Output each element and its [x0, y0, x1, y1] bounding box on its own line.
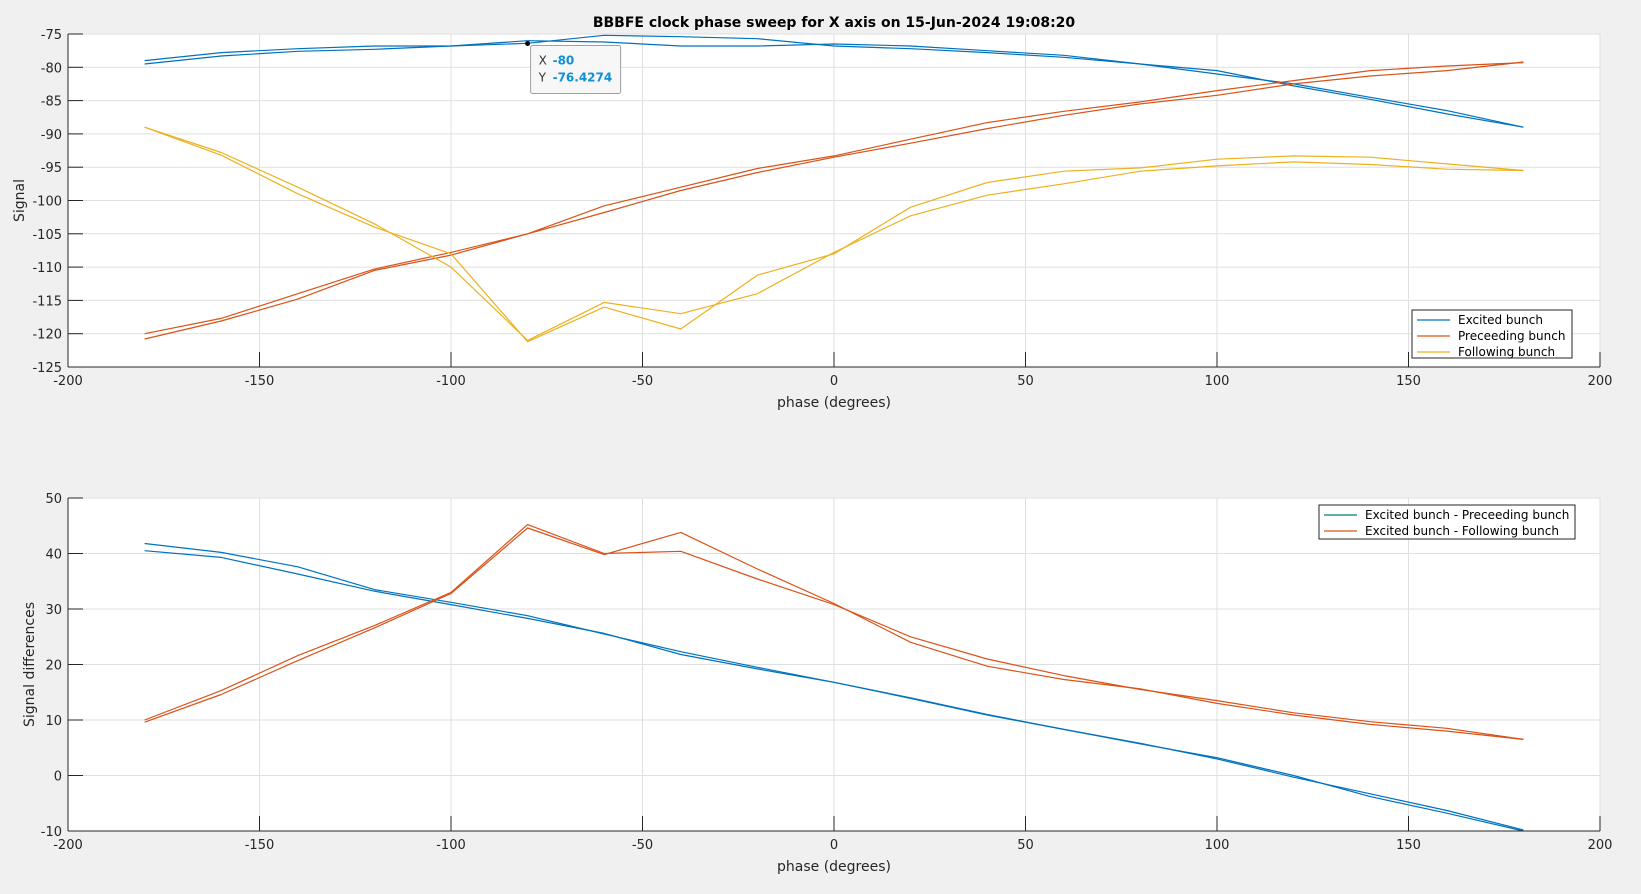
bottom-axes[interactable]: -200 -150 -100 -50 0 50 100 150 200-100102030405… — [22, 492, 1612, 875]
x-axis-label: phase (degrees) — [777, 395, 891, 411]
y-tick-label: -85 — [41, 95, 62, 110]
x-tick-label: 200 — [1588, 838, 1613, 853]
legend-box — [1411, 309, 1573, 359]
series-line — [144, 62, 1524, 335]
x-tick-label: -100 — [436, 374, 466, 389]
legend-label: Preceeding bunch — [1458, 329, 1565, 343]
x-tick-label: -50 — [632, 374, 653, 389]
y-tick-label: 0 — [54, 770, 62, 785]
series-line — [144, 61, 1524, 340]
y-axis-label: Signal differences — [22, 602, 38, 727]
y-tick-label: -100 — [32, 195, 62, 210]
legend-box — [1318, 504, 1576, 540]
datatip-marker — [525, 41, 531, 47]
x-tick-label: -100 — [436, 838, 466, 853]
x-tick-label: -200 — [53, 838, 83, 853]
x-tick-label: 0 — [830, 838, 838, 853]
legend: Excited bunch Preceeding bunch Following b… — [1411, 309, 1573, 359]
y-tick-label: 20 — [45, 659, 62, 674]
datatip-x-value: -80 — [553, 54, 575, 68]
x-tick-label: -50 — [632, 838, 653, 853]
top-axes[interactable]: -200 -150 -100 -50 0 50 100 150 200 -125 -120 -115 -… — [12, 28, 1612, 411]
series-line — [144, 126, 1524, 343]
y-tick-label: 10 — [45, 714, 62, 729]
y-tick-label: -110 — [32, 261, 62, 276]
x-tick-label: 100 — [1205, 374, 1230, 389]
y-tick-label: -105 — [32, 228, 62, 243]
x-tick-label: 50 — [1017, 374, 1034, 389]
y-tick-label: 30 — [45, 603, 62, 618]
y-tick-label: -10 — [41, 825, 62, 840]
y-tick-label: -75 — [41, 28, 62, 43]
datatip-y-value: -76.4274 — [553, 71, 613, 85]
x-tick-label: -150 — [245, 374, 275, 389]
chart-title: BBBFE clock phase sweep for X axis on 15… — [593, 15, 1076, 31]
series-line — [144, 550, 1524, 832]
x-tick-label: -200 — [53, 374, 83, 389]
series-line — [144, 126, 1524, 341]
series-line — [144, 527, 1524, 740]
legend-label: Following bunch — [1458, 345, 1555, 359]
datatip-x-key: X — [539, 54, 547, 68]
x-tick-label: 200 — [1588, 374, 1613, 389]
y-tick-label: -115 — [32, 294, 62, 309]
y-tick-label: 40 — [45, 548, 62, 563]
x-axis-label: phase (degrees) — [777, 859, 891, 875]
legend: Excited bunch - Preceeding bunch Excited … — [1318, 504, 1576, 540]
series-line — [144, 40, 1524, 128]
legend-label: Excited bunch - Following bunch — [1365, 524, 1559, 538]
datatip-box — [530, 45, 622, 95]
legend-label: Excited bunch - Preceeding bunch — [1365, 508, 1569, 522]
y-tick-label: -120 — [32, 328, 62, 343]
x-tick-label: 50 — [1017, 838, 1034, 853]
x-tick-label: 150 — [1396, 838, 1421, 853]
x-tick-label: 0 — [830, 374, 838, 389]
x-tick-label: 150 — [1396, 374, 1421, 389]
x-tick-label: -150 — [245, 838, 275, 853]
y-axis-label: Signal — [12, 179, 28, 222]
legend-label: Excited bunch — [1458, 313, 1543, 327]
y-tick-label: -125 — [32, 361, 62, 376]
datatip-y-key: Y — [538, 71, 547, 85]
y-tick-label: -95 — [41, 161, 62, 176]
series-line — [144, 523, 1524, 740]
x-tick-label: 100 — [1205, 838, 1230, 853]
y-tick-label: -90 — [41, 128, 62, 143]
y-tick-label: 50 — [45, 492, 62, 507]
y-tick-label: -80 — [41, 61, 62, 76]
datatip: X -80 Y -76.4274 — [525, 41, 622, 95]
